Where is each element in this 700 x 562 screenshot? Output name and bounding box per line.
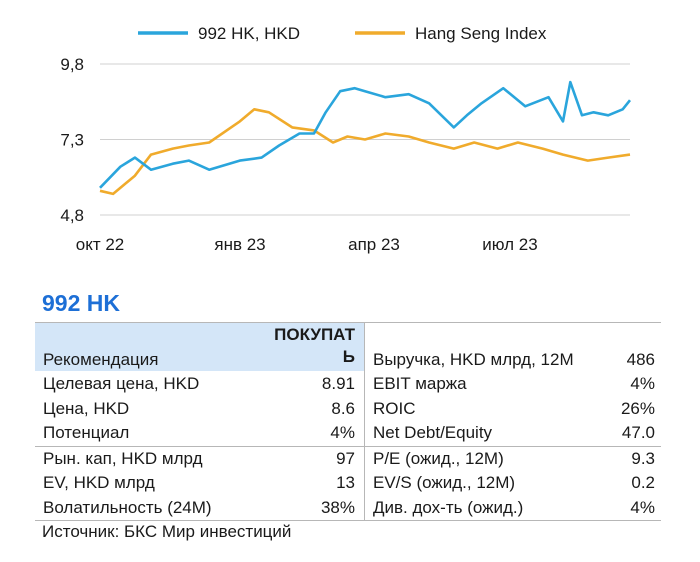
- top-border: [35, 322, 661, 323]
- x-tick-label: янв 23: [214, 235, 265, 254]
- metric-value: 4%: [630, 374, 655, 393]
- metric-row: EV, HKD млрд 13 EV/S (ожид., 12М) 0.2: [35, 471, 661, 495]
- source-note: Источник: БКС Мир инвестиций: [42, 522, 292, 541]
- metric-value: 0.2: [631, 473, 655, 492]
- metric-label: ROIC: [373, 399, 416, 418]
- metric-label: Потенциал: [43, 423, 130, 442]
- x-axis-ticks: окт 22 янв 23 апр 23 июл 23: [76, 235, 538, 254]
- metric-label: EV/S (ожид., 12М): [373, 473, 516, 492]
- metric-value: 4%: [630, 498, 655, 517]
- metric-row: Рын. кап, HKD млрд 97 P/E (ожид., 12М) 9…: [35, 447, 661, 471]
- column-divider: [364, 322, 365, 521]
- section-divider: [35, 446, 661, 447]
- metric-row: Потенциал 4% Net Debt/Equity 47.0: [35, 421, 661, 445]
- revenue-label: Выручка, HKD млрд, 12М: [373, 350, 574, 369]
- metric-label: Целевая цена, HKD: [43, 374, 200, 393]
- metric-label: Рын. кап, HKD млрд: [43, 449, 203, 468]
- revenue-value: 486: [626, 350, 655, 369]
- metric-label: EBIT маржа: [373, 374, 467, 393]
- ticker-title: 992 HK: [42, 290, 120, 316]
- y-tick-label: 7,3: [60, 131, 84, 150]
- metric-value: 8.6: [331, 399, 355, 418]
- metric-row: Целевая цена, HKD 8.91 EBIT маржа 4%: [35, 372, 661, 396]
- recommendation-value: ПОКУПАТ Ь: [245, 324, 355, 368]
- legend-label-992hk: 992 HK, HKD: [198, 24, 300, 43]
- metric-row: Волатильность (24М) 38% Див. дох-ть (ожи…: [35, 496, 661, 520]
- metric-value: 13: [336, 473, 355, 492]
- series-line-hsi: [99, 108, 631, 196]
- metric-value: 4%: [330, 423, 355, 442]
- metric-value: 8.91: [321, 374, 355, 393]
- x-tick-label: апр 23: [348, 235, 400, 254]
- metric-label: P/E (ожид., 12М): [373, 449, 504, 468]
- metric-value: 38%: [320, 498, 355, 517]
- metric-value: 26%: [620, 399, 655, 418]
- y-tick-label: 4,8: [60, 206, 84, 225]
- metric-label: Net Debt/Equity: [373, 423, 493, 442]
- y-tick-label: 9,8: [60, 55, 84, 74]
- series-lines: [99, 80, 632, 196]
- metric-row: Цена, HKD 8.6 ROIC 26%: [35, 397, 661, 421]
- x-tick-label: июл 23: [482, 235, 537, 254]
- metric-label: Волатильность (24М): [43, 498, 212, 517]
- recommendation-value-line2: Ь: [342, 347, 355, 366]
- metric-label: EV, HKD млрд: [43, 473, 155, 492]
- metric-value: 97: [336, 449, 355, 468]
- price-chart: 992 HK, HKD Hang Seng Index 9,8 7,3 4,8 ок…: [60, 24, 632, 254]
- x-tick-label: окт 22: [76, 235, 125, 254]
- metric-label: Цена, HKD: [43, 399, 130, 418]
- legend-label-hsi: Hang Seng Index: [415, 24, 547, 43]
- chart-legend: 992 HK, HKD Hang Seng Index: [138, 24, 547, 43]
- metric-label: Див. дох-ть (ожид.): [373, 498, 524, 517]
- recommendation-value-line1: ПОКУПАТ: [274, 325, 355, 344]
- metric-value: 9.3: [631, 449, 655, 468]
- recommendation-highlight: [35, 322, 364, 371]
- y-axis-ticks: 9,8 7,3 4,8: [60, 55, 84, 225]
- recommendation-label: Рекомендация: [43, 350, 159, 369]
- metric-value: 47.0: [621, 423, 655, 442]
- series-line-992hk: [99, 80, 632, 189]
- bottom-border: [35, 520, 661, 521]
